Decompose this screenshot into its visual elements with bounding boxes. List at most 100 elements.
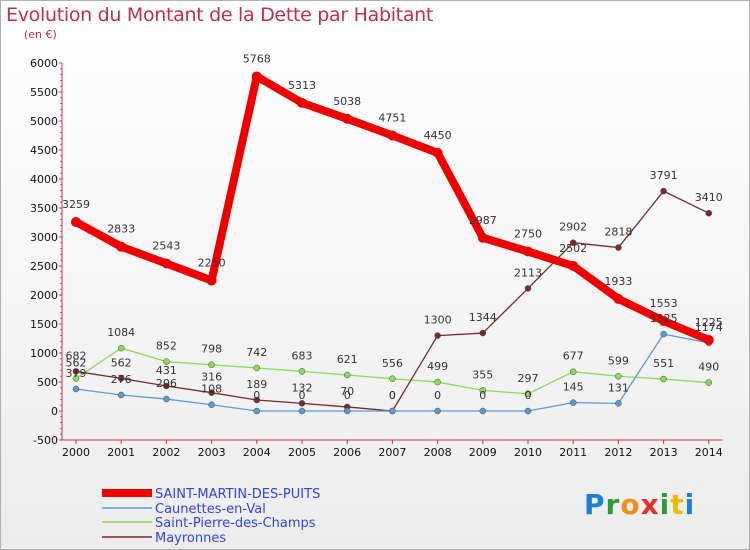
data-label: 276 xyxy=(111,373,132,386)
data-point xyxy=(72,375,80,382)
y-tick-label: -500 xyxy=(33,434,58,447)
data-point xyxy=(161,258,172,269)
data-label: 355 xyxy=(472,368,493,381)
data-label: 3791 xyxy=(650,169,678,182)
data-label: 145 xyxy=(563,381,584,394)
data-label: 1084 xyxy=(107,326,135,339)
data-label: 2113 xyxy=(514,266,542,279)
data-point xyxy=(479,387,487,394)
data-label: 2987 xyxy=(469,214,497,227)
data-label: 5038 xyxy=(333,95,361,108)
y-tick-label: 1000 xyxy=(30,347,58,360)
data-point xyxy=(117,344,125,352)
series-lines xyxy=(71,71,714,415)
data-label: 316 xyxy=(201,371,222,384)
data-label: 562 xyxy=(66,356,87,369)
data-point xyxy=(117,391,125,399)
data-label: 2902 xyxy=(559,221,587,234)
data-label: 0 xyxy=(344,389,351,402)
data-label: 0 xyxy=(253,389,260,402)
data-point xyxy=(613,293,624,304)
data-point xyxy=(343,407,351,415)
data-label: 0 xyxy=(479,389,486,402)
y-tick-label: 2500 xyxy=(30,260,58,273)
data-point xyxy=(72,368,80,375)
data-label: 2818 xyxy=(604,226,632,239)
data-label: 556 xyxy=(382,357,403,370)
legend-label: SAINT-MARTIN-DES-PUITS xyxy=(155,487,320,502)
data-label: 852 xyxy=(156,340,177,353)
data-label: 677 xyxy=(563,350,584,363)
data-label: 431 xyxy=(156,364,177,377)
legend-label: Saint-Pierre-des-Champs xyxy=(155,516,316,531)
y-tick-label: 6000 xyxy=(30,57,58,70)
x-tick-label: 2012 xyxy=(604,446,632,459)
y-tick-label: 5500 xyxy=(30,86,58,99)
y-tick-label: 3000 xyxy=(30,231,58,244)
data-label: 3410 xyxy=(695,191,723,204)
data-point xyxy=(705,379,713,386)
y-tick-label: 3500 xyxy=(30,202,58,215)
data-point xyxy=(71,216,81,227)
legend: SAINT-MARTIN-DES-PUITSCaunettes-en-ValSa… xyxy=(102,487,320,546)
data-label: 2750 xyxy=(514,228,542,241)
data-label: 682 xyxy=(66,349,87,362)
axes: -500 0 500 1000 1500 2000 2500 3000 3500 4000 4500… xyxy=(30,57,723,459)
data-point xyxy=(660,187,667,195)
data-point xyxy=(615,400,622,407)
legend-label: Mayronnes xyxy=(155,531,226,546)
data-label: 621 xyxy=(337,353,358,366)
data-point xyxy=(615,244,622,251)
data-point xyxy=(705,209,713,217)
unit-label: (en €) xyxy=(24,28,57,41)
data-point xyxy=(660,375,667,383)
data-label: 1553 xyxy=(650,297,678,310)
data-point xyxy=(208,361,215,368)
y-tick-label: 1500 xyxy=(30,318,58,331)
x-tick-label: 2011 xyxy=(559,446,587,459)
data-point xyxy=(703,334,714,345)
data-point xyxy=(163,395,170,403)
x-tick-label: 2009 xyxy=(469,446,497,459)
data-label: 70 xyxy=(340,385,354,398)
data-label: 683 xyxy=(292,349,313,362)
y-tick-label: 500 xyxy=(37,376,58,389)
data-point xyxy=(523,246,533,257)
x-tick-label: 2014 xyxy=(695,446,723,459)
data-label: 2833 xyxy=(107,223,135,236)
data-label: 3259 xyxy=(62,198,90,211)
data-point xyxy=(569,399,577,406)
x-tick-label: 2000 xyxy=(62,446,90,459)
data-label: 1325 xyxy=(650,312,678,325)
data-label: 742 xyxy=(246,346,267,359)
data-label: 1933 xyxy=(604,275,632,288)
data-point xyxy=(253,364,261,372)
x-tick-label: 2008 xyxy=(424,446,452,459)
y-tick-label: 2000 xyxy=(30,289,58,302)
data-point xyxy=(163,382,170,390)
data-label: 0 xyxy=(389,389,396,402)
data-label: 1300 xyxy=(424,314,452,327)
data-point xyxy=(524,407,532,415)
data-point xyxy=(117,375,125,382)
data-point xyxy=(253,407,261,415)
data-point xyxy=(568,260,579,271)
data-point xyxy=(660,330,667,338)
data-label: 108 xyxy=(201,383,222,396)
data-point xyxy=(569,239,577,246)
data-point xyxy=(434,378,441,386)
data-point xyxy=(298,400,306,407)
data-label: 1225 xyxy=(695,316,723,329)
data-point xyxy=(432,147,443,158)
logo-letter: t xyxy=(670,488,685,521)
x-tick-label: 2007 xyxy=(378,446,406,459)
data-point xyxy=(479,329,487,337)
data-label: 297 xyxy=(518,372,539,385)
data-label: 599 xyxy=(608,354,629,367)
y-tick-label: 0 xyxy=(51,405,58,418)
data-point xyxy=(72,385,80,393)
data-label: 499 xyxy=(427,360,448,373)
y-tick-label: 5000 xyxy=(30,115,58,128)
